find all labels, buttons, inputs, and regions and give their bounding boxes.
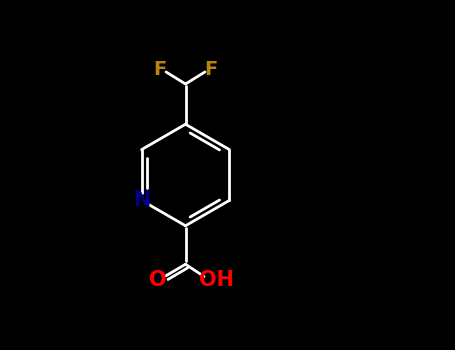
Text: O: O — [149, 270, 167, 290]
Text: F: F — [153, 60, 167, 79]
Text: OH: OH — [199, 270, 234, 290]
Text: N: N — [133, 190, 150, 210]
Text: F: F — [205, 60, 218, 79]
